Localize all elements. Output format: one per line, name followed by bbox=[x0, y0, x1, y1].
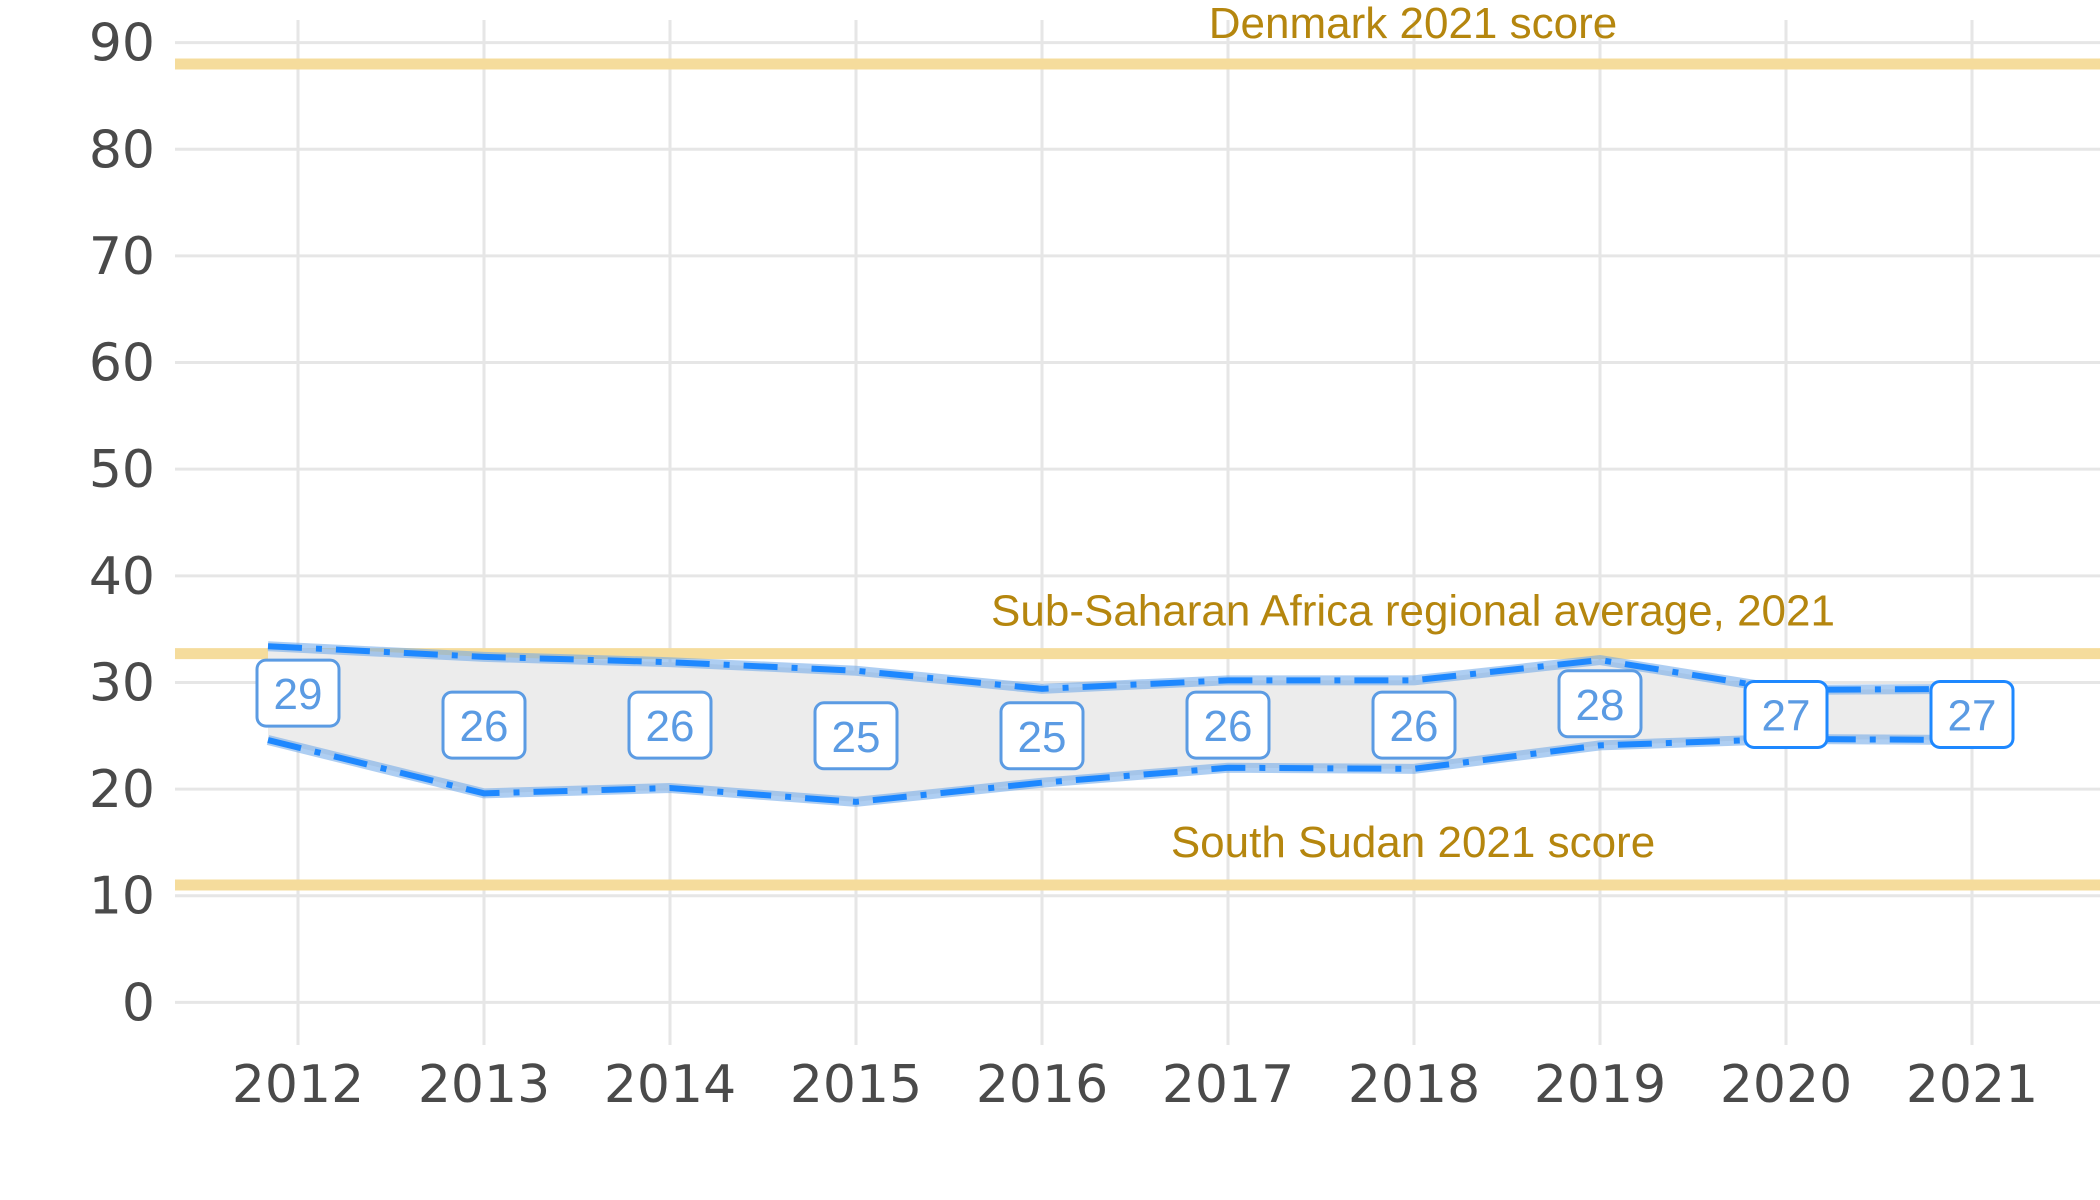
confidence-interval-lines bbox=[266, 641, 1973, 807]
y-tick-label: 60 bbox=[89, 334, 155, 394]
score-label-text: 27 bbox=[1762, 691, 1811, 740]
reference-labels: Denmark 2021 score Sub-Saharan Africa reg… bbox=[991, 0, 1835, 867]
x-tick-label: 2015 bbox=[790, 1055, 922, 1115]
score-label-box bbox=[1371, 690, 1457, 760]
upper-bound-line bbox=[267, 643, 1973, 693]
x-tick-label: 2018 bbox=[1348, 1055, 1480, 1115]
score-label-text: 25 bbox=[832, 713, 881, 762]
score-label-box bbox=[627, 690, 713, 760]
x-tick-label: 2012 bbox=[232, 1055, 364, 1115]
x-tick-label: 2021 bbox=[1906, 1055, 2038, 1115]
confidence-band-area bbox=[268, 646, 1972, 802]
x-tick-label: 2016 bbox=[976, 1055, 1108, 1115]
score-label: 25 bbox=[813, 701, 899, 771]
confidence-band bbox=[268, 646, 1972, 802]
x-tick-label: 2017 bbox=[1162, 1055, 1294, 1115]
score-label-box bbox=[1743, 679, 1829, 749]
y-tick-label: 80 bbox=[89, 120, 155, 180]
score-label-text: 28 bbox=[1576, 681, 1625, 730]
reference-label: Denmark 2021 score bbox=[1209, 0, 1617, 48]
x-tick-label: 2013 bbox=[418, 1055, 550, 1115]
axis-tick-labels: 0 10 20 30 40 50 60 70 80 90 2012 2013 2014 2015 2016 2… bbox=[89, 14, 2038, 1115]
score-label-text: 29 bbox=[274, 670, 323, 719]
score-label-box bbox=[255, 658, 341, 728]
score-label: 28 bbox=[1557, 669, 1643, 739]
score-label-text: 26 bbox=[460, 702, 509, 751]
score-label: 27 bbox=[1929, 679, 2015, 749]
score-label: 25 bbox=[999, 701, 1085, 771]
score-label-box bbox=[441, 690, 527, 760]
score-label-text: 26 bbox=[1204, 702, 1253, 751]
y-tick-label: 50 bbox=[89, 440, 155, 500]
y-tick-label: 40 bbox=[89, 547, 155, 607]
score-label: 26 bbox=[441, 690, 527, 760]
y-tick-label: 10 bbox=[89, 867, 155, 927]
reference-label: South Sudan 2021 score bbox=[1171, 818, 1655, 867]
y-tick-label: 0 bbox=[122, 973, 155, 1033]
score-label-text: 27 bbox=[1948, 691, 1997, 740]
y-tick-label: 70 bbox=[89, 227, 155, 287]
x-tick-label: 2020 bbox=[1720, 1055, 1852, 1115]
score-label-text: 26 bbox=[646, 702, 695, 751]
x-tick-label: 2019 bbox=[1534, 1055, 1666, 1115]
gridlines bbox=[175, 20, 2100, 1045]
x-tick-label: 2014 bbox=[604, 1055, 736, 1115]
score-label-text: 25 bbox=[1018, 713, 1067, 762]
y-tick-label: 90 bbox=[89, 14, 155, 74]
score-label-box bbox=[1929, 679, 2015, 749]
score-label-text: 26 bbox=[1390, 702, 1439, 751]
score-label-box bbox=[1557, 669, 1643, 739]
score-label: 29 bbox=[255, 658, 341, 728]
score-labels: 29 26 26 25 25 26 26 28 27 27 bbox=[255, 658, 2015, 771]
score-label: 26 bbox=[1371, 690, 1457, 760]
y-tick-label: 20 bbox=[89, 760, 155, 820]
score-label-box bbox=[1185, 690, 1271, 760]
reference-label: Sub-Saharan Africa regional average, 202… bbox=[991, 587, 1835, 636]
score-label: 26 bbox=[627, 690, 713, 760]
score-label: 27 bbox=[1743, 679, 1829, 749]
lower-bound-line bbox=[267, 735, 1973, 805]
score-label: 26 bbox=[1185, 690, 1271, 760]
score-label-box bbox=[813, 701, 899, 771]
y-tick-label: 30 bbox=[89, 653, 155, 713]
score-label-box bbox=[999, 701, 1085, 771]
